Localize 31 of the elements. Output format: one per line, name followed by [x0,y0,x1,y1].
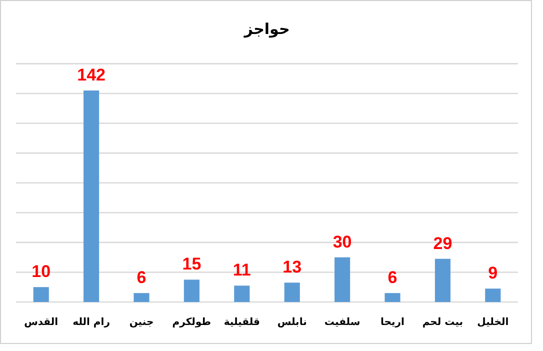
bar [234,286,250,302]
data-label: 9 [488,264,498,283]
chart-title: حواجز [243,20,290,38]
x-tick-label: القدس [24,317,58,328]
x-tick-label: اريحا [380,317,404,328]
x-tick-label: نابلس [277,317,307,328]
bar [284,282,300,302]
data-label: 10 [32,262,51,282]
x-tick-label: طولكرم [172,317,212,328]
bar [384,293,400,302]
bar [334,257,350,302]
bar [485,288,501,302]
bar [184,280,200,302]
x-tick-label: سلفيت [324,317,360,328]
data-label: 142 [77,66,106,85]
x-tick-label: بيت لحم [422,317,464,328]
x-tick-label: رام الله [72,317,110,328]
bar [434,258,450,302]
x-tick-label: قلقيلية [224,317,260,328]
bar [134,293,150,302]
data-label: 15 [182,254,202,274]
data-label: 6 [388,268,398,288]
x-tick-label: الخليل [477,317,509,328]
data-label: 6 [136,268,146,288]
data-label: 13 [282,258,302,277]
bar [33,287,49,302]
data-label: 29 [433,234,452,253]
bar [84,90,100,302]
data-label: 30 [332,232,352,252]
x-tick-label: جنين [129,317,154,328]
data-label: 11 [232,260,251,280]
